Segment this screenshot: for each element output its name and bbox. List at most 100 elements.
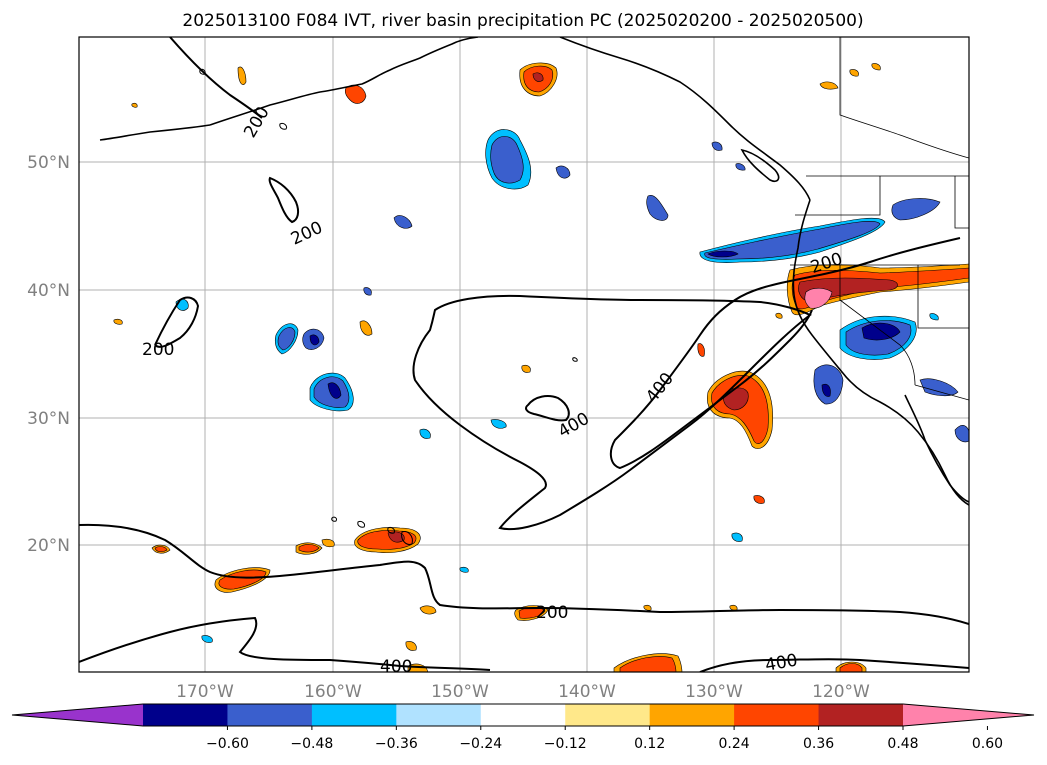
alaska-peninsula — [99, 124, 211, 141]
neg-region — [490, 419, 507, 429]
lon-tick-label: 130°W — [685, 682, 743, 702]
neg-region — [929, 313, 939, 321]
island — [387, 527, 395, 534]
island — [279, 123, 287, 130]
pos-region — [871, 63, 881, 71]
ivt-contour-200 — [169, 37, 263, 119]
colorbar-tick-label: 0.12 — [634, 736, 665, 752]
pos-region — [218, 569, 267, 590]
colorbar-tick-label: −0.24 — [459, 736, 502, 752]
neg-region — [309, 334, 320, 346]
colorbar-ticks: −0.60 −0.48 −0.36 −0.24 −0.12 0.12 0.24 0.36 0.4… — [206, 726, 1003, 752]
colorbar-extend-min — [12, 704, 143, 726]
pos-region — [643, 604, 652, 611]
colorbar-tick-label: −0.12 — [544, 736, 587, 752]
neg-region — [707, 250, 739, 258]
pos-region — [344, 84, 367, 104]
colorbar: −0.60 −0.48 −0.36 −0.24 −0.12 0.12 0.24 0.36 0.4… — [11, 703, 1035, 752]
colorbar-swatch — [143, 704, 228, 726]
vancouver-island — [740, 148, 780, 183]
contour-label-200: 200 — [536, 603, 568, 623]
neg-region — [861, 322, 901, 341]
pos-region — [419, 605, 437, 615]
lon-tick-label: 170°W — [176, 682, 234, 702]
neg-region — [954, 425, 969, 443]
lat-tick-label: 30°N — [27, 409, 70, 429]
ivt-contour-200 — [609, 237, 961, 470]
pos-region — [113, 318, 123, 325]
longitude-ticks: 170°W 160°W 150°W 140°W 130°W 120°W — [176, 682, 870, 702]
pos-region — [521, 364, 531, 373]
chart-title: 2025013100 F084 IVT, river basin precipi… — [182, 11, 863, 31]
pos-region — [359, 320, 373, 336]
neg-region — [327, 382, 342, 399]
pos-region — [839, 663, 863, 672]
colorbar-tick-label: 0.24 — [719, 736, 750, 752]
contour-label-200: 200 — [142, 340, 174, 360]
alaska-canada-border — [839, 37, 969, 159]
map-area — [79, 37, 969, 672]
wa-or-border — [795, 176, 881, 216]
ivt-contour-400 — [412, 294, 812, 531]
ivt-contour-400 — [79, 616, 491, 671]
pos-region — [154, 546, 168, 553]
neg-region — [201, 635, 213, 643]
lat-tick-label: 20°N — [27, 536, 70, 556]
colorbar-tick-label: −0.60 — [206, 736, 249, 752]
pos-region — [532, 72, 544, 82]
coastlines — [99, 37, 969, 506]
lon-tick-label: 150°W — [431, 682, 489, 702]
colorbar-tick-label: −0.48 — [290, 736, 333, 752]
neg-region — [393, 215, 413, 229]
ivt-contours — [79, 37, 969, 672]
pos-region — [321, 538, 335, 548]
island — [401, 531, 413, 545]
pos-region — [775, 312, 783, 319]
pos-region — [405, 641, 417, 651]
colorbar-tick-label: 0.48 — [887, 736, 918, 752]
colorbar-swatch — [311, 704, 397, 726]
ivt-contour-400 — [525, 395, 570, 422]
alaska-coast — [209, 37, 479, 126]
neg-region — [891, 198, 941, 221]
latitude-ticks: 50°N 40°N 30°N 20°N — [27, 153, 70, 556]
ivt-contour-400 — [699, 658, 969, 672]
neg-region — [646, 194, 669, 221]
island — [331, 516, 337, 522]
colorbar-swatch — [818, 704, 904, 726]
neg-region — [363, 287, 372, 296]
colorbar-tick-label: 0.60 — [972, 736, 1003, 752]
colorbar-segments — [11, 703, 1035, 727]
pos-region — [237, 66, 247, 85]
pos-region — [804, 287, 833, 309]
neg-region — [821, 383, 831, 397]
pos-region — [387, 531, 405, 543]
neg-region — [813, 364, 844, 405]
political-borders — [790, 37, 969, 401]
contour-label-400: 400 — [380, 657, 412, 677]
nv-ut-border — [917, 265, 969, 329]
az-border — [914, 384, 969, 401]
ivt-contour-200 — [154, 296, 200, 348]
lon-tick-label: 160°W — [304, 682, 362, 702]
colorbar-extend-max — [903, 704, 1034, 726]
colorbar-swatch — [649, 704, 735, 726]
negative-precip-regions — [175, 129, 969, 643]
ca-nv-border — [839, 265, 916, 386]
us-west-coast — [792, 199, 969, 506]
island — [357, 521, 365, 528]
pos-region — [697, 343, 705, 357]
neg-region — [277, 327, 296, 351]
neg-region — [711, 141, 723, 151]
baja-coast — [904, 394, 969, 503]
pos-region — [819, 81, 839, 90]
neg-region — [490, 136, 524, 184]
lat-tick-label: 50°N — [27, 153, 70, 173]
colorbar-tick-label: −0.36 — [375, 736, 418, 752]
lon-tick-label: 120°W — [812, 682, 870, 702]
pos-region — [753, 495, 765, 504]
neg-region — [919, 378, 959, 397]
colorbar-swatch — [734, 704, 820, 726]
island — [199, 68, 206, 75]
